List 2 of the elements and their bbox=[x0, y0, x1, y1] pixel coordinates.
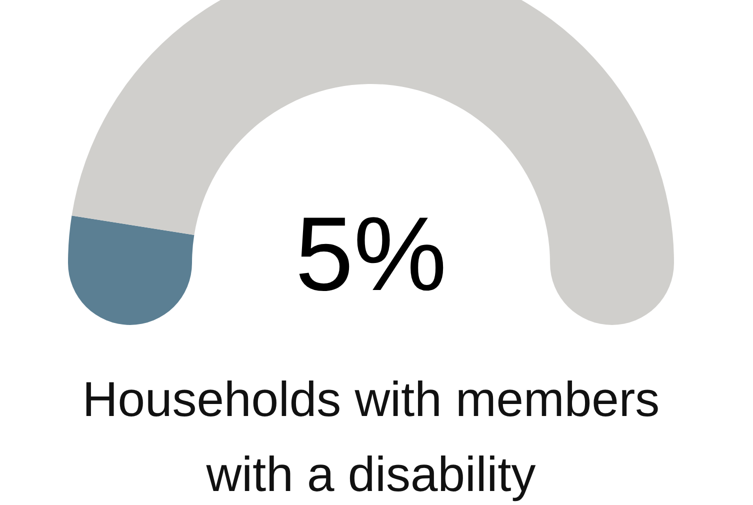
text: Households with members with a disability bbox=[82, 373, 660, 502]
text: 5% bbox=[295, 196, 447, 313]
